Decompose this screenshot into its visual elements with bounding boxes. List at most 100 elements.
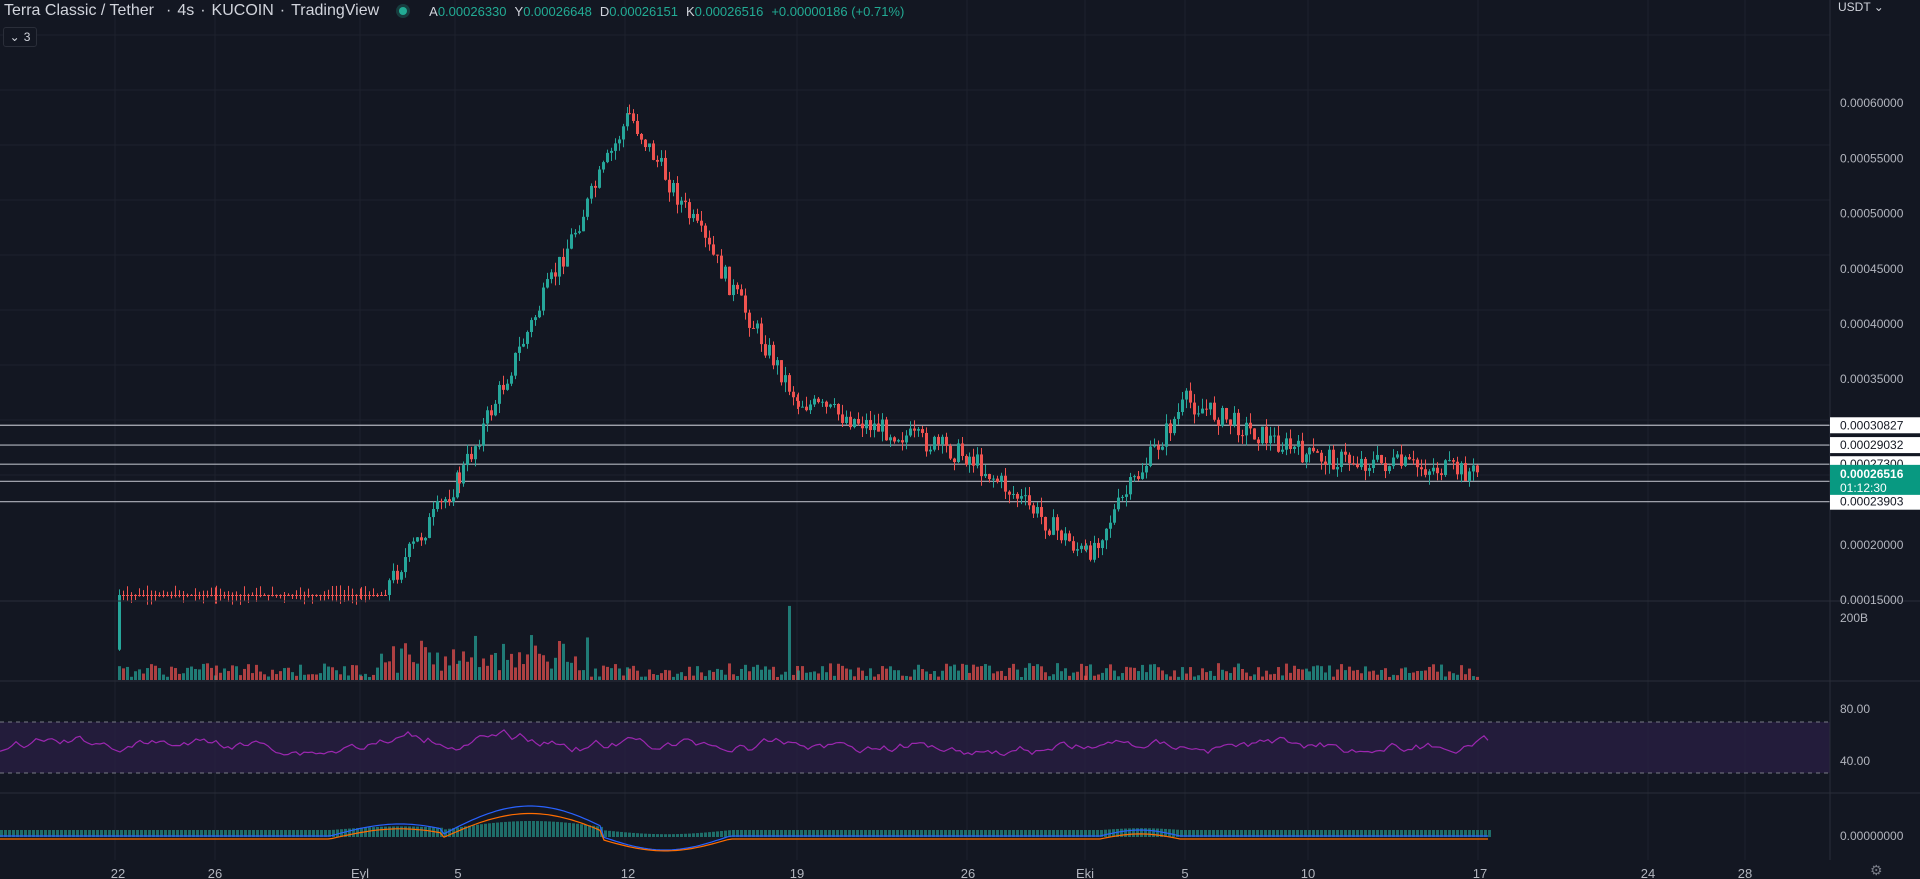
symbol-name[interactable]: Terra Classic / Tether (4, 2, 154, 19)
macd-histogram-bar (1204, 830, 1207, 837)
currency-selector[interactable]: USDT ⌄ (1838, 0, 1884, 14)
level-price-label: 0.00023903 (1840, 495, 1904, 509)
macd-histogram-bar (776, 830, 779, 837)
volume-bar (809, 672, 812, 680)
volume-bar (130, 676, 133, 680)
separator: · (279, 2, 286, 19)
macd-histogram-bar (796, 830, 799, 837)
volume-bar (1008, 667, 1011, 680)
candle-body (656, 159, 659, 162)
volume-bar (1261, 676, 1264, 680)
volume-bar (582, 670, 585, 680)
volume-bar (448, 665, 451, 680)
candle-body (1392, 457, 1395, 467)
macd-histogram-bar (496, 822, 499, 837)
candle-body (251, 595, 254, 596)
macd-histogram-bar (792, 830, 795, 837)
candle-body (259, 595, 262, 596)
macd-histogram-bar (888, 830, 891, 837)
macd-histogram-bar (32, 830, 35, 837)
volume-bar (440, 670, 443, 680)
volume-bar (482, 658, 485, 680)
macd-histogram-bar (320, 830, 323, 837)
settings-gear-icon[interactable]: ⚙ (1870, 862, 1883, 878)
candle-body (945, 436, 948, 446)
volume-bar (1032, 666, 1035, 680)
symbol-legend[interactable]: Terra Classic / Tether · 4s · KUCOIN · T… (4, 1, 904, 21)
macd-histogram-bar (1132, 828, 1135, 837)
volume-bar (444, 656, 447, 680)
candle-body (1032, 505, 1035, 514)
interval[interactable]: 4s (177, 2, 195, 19)
volume-bar (134, 671, 137, 680)
pane-separators[interactable] (0, 0, 1920, 860)
volume-bar (614, 664, 617, 680)
indicators-toggle-button[interactable]: ⌄ 3 (3, 27, 37, 47)
candle-body (1097, 542, 1100, 549)
candle-body (1056, 517, 1059, 531)
volume-bar (792, 674, 795, 680)
candle-body (202, 595, 205, 596)
volume-bar (368, 676, 371, 680)
macd-histogram-bar (1292, 830, 1295, 837)
volume-bar (392, 646, 395, 680)
candle-body (594, 185, 597, 188)
candle-body (644, 139, 647, 148)
macd-histogram-bar (1224, 830, 1227, 837)
candle-body (1412, 459, 1415, 461)
macd-histogram-bar (152, 830, 155, 837)
macd-histogram-bar (116, 830, 119, 837)
volume-bar (720, 669, 723, 680)
volume-bar (287, 667, 290, 680)
volume-bar (291, 672, 294, 680)
volume-bar (364, 673, 367, 680)
volume-bar (158, 668, 161, 680)
macd-histogram-bar (1476, 830, 1479, 837)
candle-body (287, 595, 290, 596)
candle-body (614, 143, 617, 151)
volume-bar (408, 654, 411, 680)
candle-body (1312, 447, 1315, 452)
price-tick-label: 0.00040000 (1840, 317, 1904, 331)
macd-histogram-bar (1008, 830, 1011, 837)
macd-histogram-bar (1356, 830, 1359, 837)
macd-histogram-bar (1020, 830, 1023, 837)
candle-body (1324, 461, 1327, 465)
price-axis[interactable]: 0.00060000 0.00055000 0.00050000 0.00045000… (1830, 96, 1920, 843)
volume-bar (506, 659, 509, 680)
candle-body (1169, 423, 1172, 434)
volume-bar (1080, 663, 1083, 680)
macd-histogram-bar (1264, 830, 1267, 837)
volume-bar (1217, 663, 1220, 680)
candle-body (602, 162, 605, 170)
candle-body (1149, 446, 1152, 466)
candle-body (660, 157, 663, 162)
volume-bar (1097, 674, 1100, 680)
macd-histogram-bar (52, 830, 55, 837)
macd-histogram-bar (676, 834, 679, 837)
volume-bar (712, 671, 715, 680)
macd-histogram-bar (752, 830, 755, 837)
macd-histogram-bar (716, 831, 719, 837)
candle-body (530, 320, 533, 333)
volume-bar (396, 672, 399, 680)
candle-body (275, 595, 278, 596)
horizontal-levels[interactable] (0, 424, 1830, 503)
volume-bar (752, 666, 755, 680)
candle-body (1428, 471, 1431, 475)
candle-body (478, 445, 481, 447)
macd-histogram-bar (20, 830, 23, 837)
candle-body (720, 255, 723, 279)
macd-histogram-bar (1188, 830, 1191, 837)
candle-body (610, 150, 613, 153)
macd-histogram-bar (404, 826, 407, 837)
volume-bar (1004, 676, 1007, 680)
macd-histogram-bar (1340, 830, 1343, 837)
candle-body (444, 499, 447, 502)
time-axis[interactable]: 22 26 Eyl 5 12 19 26 Eki 5 10 17 24 28 (111, 866, 1752, 879)
candle-body (303, 595, 306, 596)
volume-bar (841, 665, 844, 680)
macd-histogram-bar (748, 830, 751, 837)
macd-histogram-bar (1184, 830, 1187, 837)
